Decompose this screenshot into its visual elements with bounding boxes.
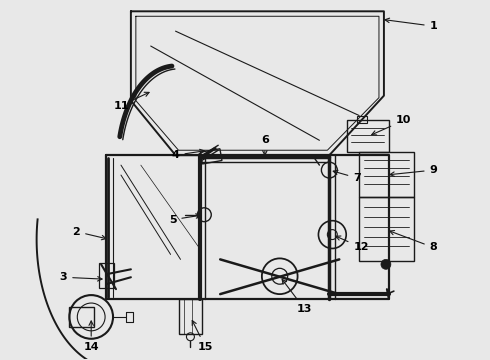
Text: 7: 7 xyxy=(333,170,361,183)
Text: 3: 3 xyxy=(60,272,102,282)
Bar xyxy=(178,299,202,334)
Bar xyxy=(357,116,367,123)
Text: 5: 5 xyxy=(169,214,200,225)
Text: 6: 6 xyxy=(261,135,269,155)
Bar xyxy=(347,121,389,152)
Bar xyxy=(200,149,222,164)
Bar xyxy=(70,307,94,327)
Text: 12: 12 xyxy=(336,236,369,252)
Text: 9: 9 xyxy=(390,165,438,176)
Text: 11: 11 xyxy=(113,92,149,111)
Bar xyxy=(359,197,414,261)
Text: 2: 2 xyxy=(73,226,106,240)
Bar xyxy=(359,152,414,197)
Text: 4: 4 xyxy=(172,149,204,160)
Text: 14: 14 xyxy=(83,321,99,352)
Text: 13: 13 xyxy=(282,279,312,314)
Text: 15: 15 xyxy=(192,320,213,352)
Text: 10: 10 xyxy=(372,116,412,135)
Text: 1: 1 xyxy=(385,18,438,31)
Bar xyxy=(99,264,114,288)
Circle shape xyxy=(381,260,391,269)
Text: 8: 8 xyxy=(390,230,438,252)
